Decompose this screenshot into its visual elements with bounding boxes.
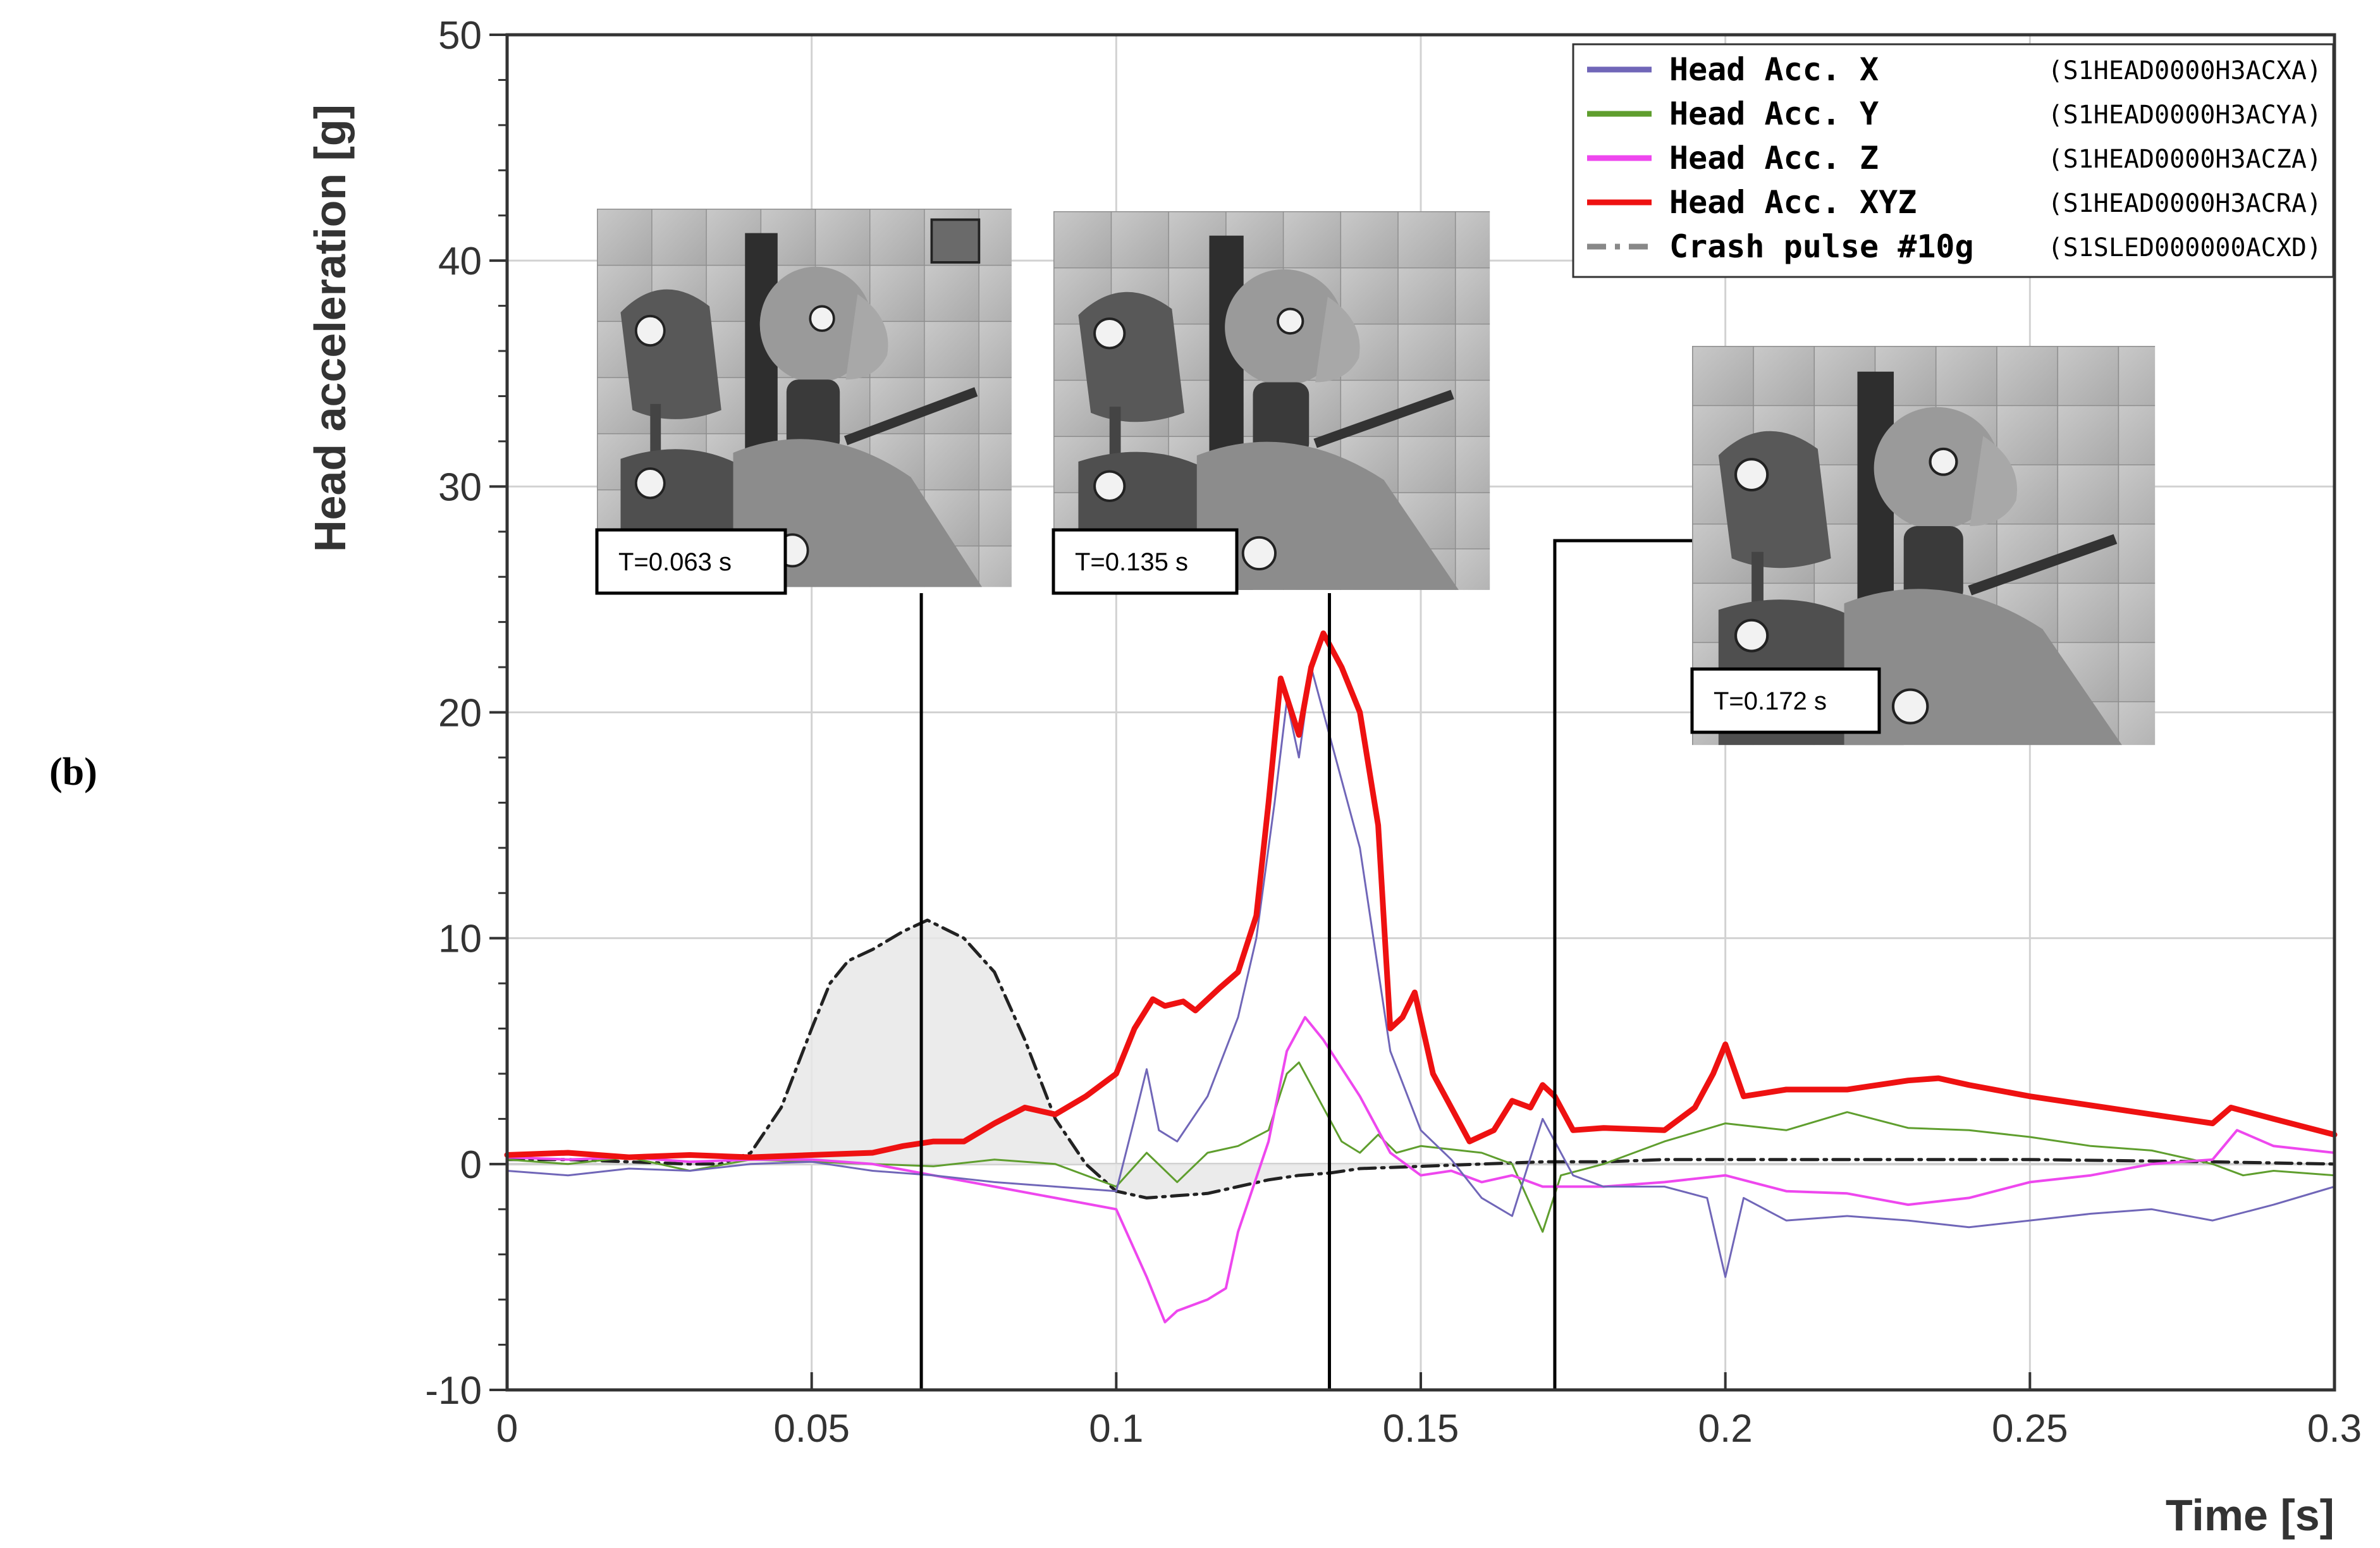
x-tick-label: 0.25 (1992, 1407, 2068, 1451)
series-layer (504, 630, 2338, 1324)
x-axis: 0 0.05 0.1 0.15 0.2 0.25 0.3 (496, 1372, 2362, 1451)
legend-code: (S1HEAD0000H3ACXA) (2048, 56, 2322, 85)
crash-dummy-photo-1 (597, 209, 1012, 587)
series-line-head-acc-x (506, 666, 2336, 1278)
legend-label: Head Acc. XYZ (1669, 184, 1917, 221)
y-axis-title: Head acceleration [g] (305, 104, 355, 552)
y-tick-label: 0 (460, 1143, 482, 1187)
legend-code: (S1HEAD0000H3ACYA) (2048, 101, 2322, 130)
x-tick-label: 0.05 (773, 1407, 850, 1451)
legend-code: (S1SLED000000ACXD) (2048, 233, 2322, 262)
legend-label: Crash pulse #10g (1669, 228, 1974, 265)
y-tick-label: -10 (425, 1369, 482, 1413)
legend-label: Head Acc. X (1669, 51, 1879, 88)
y-axis: -10 0 10 20 30 40 50 (425, 14, 507, 1413)
y-tick-label: 30 (438, 465, 482, 509)
legend: Head Acc. X (S1HEAD0000H3ACXA) Head Acc. Y… (1572, 43, 2334, 278)
legend-code: (S1HEAD0000H3ACZA) (2048, 145, 2322, 174)
y-tick-label: 40 (438, 240, 482, 283)
crash-pulse-area (720, 920, 1482, 1198)
annotation-layer: T=0.063 s T=0.135 s T=0.172 s (595, 528, 1881, 1390)
x-tick-label: 0 (496, 1407, 518, 1451)
annotation-label-1: T=0.063 s (618, 548, 732, 576)
x-tick-label: 0.2 (1698, 1407, 1753, 1451)
legend-label: Head Acc. Z (1669, 140, 1879, 176)
annotation-caption-3: T=0.172 s (1690, 667, 1881, 734)
y-tick-label: 50 (438, 14, 482, 58)
x-axis-title: Time [s] (2166, 1490, 2334, 1540)
y-tick-label: 20 (438, 692, 482, 735)
x-tick-label: 0.1 (1089, 1407, 1143, 1451)
annotation-caption-1: T=0.063 s (595, 528, 787, 595)
legend-code: (S1HEAD0000H3ACRA) (2048, 189, 2322, 218)
annotation-label-2: T=0.135 s (1075, 548, 1188, 576)
x-tick-label: 0.3 (2307, 1407, 2362, 1451)
annotation-line-3 (1553, 539, 1692, 1390)
x-tick-label: 0.15 (1383, 1407, 1459, 1451)
panel-label: (b) (49, 751, 97, 794)
crash-pulse-fill (720, 920, 1482, 1198)
series-line-head-acc-xyz (504, 630, 2338, 1160)
y-tick-label: 10 (438, 918, 482, 961)
legend-label: Head Acc. Y (1669, 95, 1879, 132)
series-line-head-acc-y (506, 1061, 2336, 1233)
annotation-caption-2: T=0.135 s (1052, 528, 1239, 595)
annotation-label-3: T=0.172 s (1714, 687, 1827, 715)
